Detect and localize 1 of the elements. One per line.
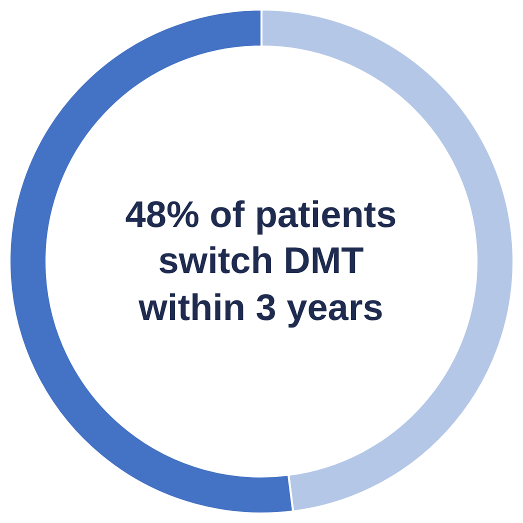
text: 48% of patients switch DMT within 3 years [124,193,398,330]
